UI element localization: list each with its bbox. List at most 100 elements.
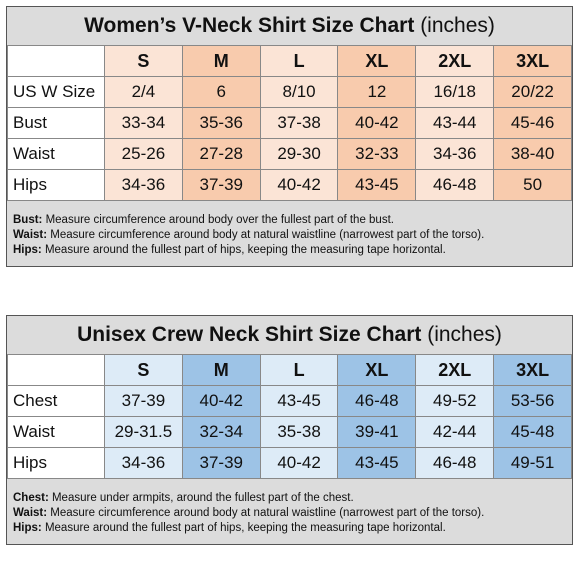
chart-title-main: Women’s V-Neck Shirt Size Chart [84,14,415,37]
row-label: Hips [7,447,105,479]
corner-cell [7,354,105,386]
note-line: Waist: Measure circumference around body… [13,506,566,521]
table-cell: 32-33 [337,138,417,170]
size-header: M [181,45,261,77]
table-row: US W Size 2/4 6 8/10 12 16/18 20/22 [7,76,572,108]
table-row: Hips 34-36 37-39 40-42 43-45 46-48 49-51 [7,447,572,479]
table-row: Hips 34-36 37-39 40-42 43-45 46-48 50 [7,169,572,201]
note-text: Measure circumference around body over t… [42,214,394,226]
table-cell: 35-36 [181,107,261,139]
table-cell: 2/4 [104,76,183,108]
table-cell: 37-39 [181,169,261,201]
table-cell: 34-36 [415,138,495,170]
table-cell: 33-34 [104,107,183,139]
unisex-size-chart: Unisex Crew Neck Shirt Size Chart (inche… [6,315,573,545]
table-cell: 40-42 [259,447,339,479]
note-term: Waist: [13,507,48,519]
size-header: M [181,354,261,386]
size-header-row: S M L XL 2XL 3XL [7,45,572,77]
size-header: 2XL [415,45,495,77]
table-cell: 29-30 [259,138,339,170]
table-cell: 37-38 [259,107,339,139]
row-label: Bust [7,107,105,139]
chart-title-unit: (inches) [421,323,502,346]
size-header: XL [337,45,417,77]
table-cell: 46-48 [415,169,495,201]
table-row: Chest 37-39 40-42 43-45 46-48 49-52 53-56 [7,385,572,417]
note-term: Hips: [13,522,42,534]
table-cell: 40-42 [181,385,261,417]
size-header: S [104,354,183,386]
table-cell: 20/22 [493,76,572,108]
table-cell: 35-38 [259,416,339,448]
table-row: Waist 29-31.5 32-34 35-38 39-41 42-44 45-48 [7,416,572,448]
table-cell: 40-42 [337,107,417,139]
measurement-notes: Bust: Measure circumference around body … [7,201,572,266]
table-cell: 29-31.5 [104,416,183,448]
note-text: Measure around the fullest part of hips,… [41,244,446,256]
table-cell: 34-36 [104,447,183,479]
size-table: S M L XL 2XL 3XL US W Size 2/4 6 8/10 12 16/18 20/22… [7,45,572,201]
measurement-notes: Chest: Measure under armpits, around the… [7,479,572,544]
row-label: Hips [7,169,105,201]
corner-cell [7,45,105,77]
table-cell: 6 [181,76,261,108]
table-cell: 53-56 [493,385,572,417]
table-row: Bust 33-34 35-36 37-38 40-42 43-44 45-46 [7,107,572,139]
table-cell: 8/10 [259,76,339,108]
table-cell: 46-48 [337,385,417,417]
note-text: Measure circumference around body at nat… [47,229,485,241]
chart-title-main: Unisex Crew Neck Shirt Size Chart [77,323,422,346]
table-cell: 38-40 [493,138,572,170]
size-header: L [259,45,339,77]
table-cell: 37-39 [181,447,261,479]
table-cell: 46-48 [415,447,495,479]
row-label: Waist [7,416,105,448]
row-label: Chest [7,385,105,417]
note-term: Chest: [13,492,49,504]
chart-title: Unisex Crew Neck Shirt Size Chart (inche… [7,316,572,354]
table-cell: 42-44 [415,416,495,448]
note-line: Waist: Measure circumference around body… [13,228,566,243]
chart-title-unit: (inches) [414,14,495,37]
table-cell: 49-51 [493,447,572,479]
table-cell: 12 [337,76,417,108]
table-row: Waist 25-26 27-28 29-30 32-33 34-36 38-40 [7,138,572,170]
womens-size-chart: Women’s V-Neck Shirt Size Chart (inches)… [6,6,573,267]
row-label: US W Size [7,76,105,108]
size-table: S M L XL 2XL 3XL Chest 37-39 40-42 43-45 46-48 49-5… [7,354,572,479]
chart-title: Women’s V-Neck Shirt Size Chart (inches) [7,7,572,45]
table-cell: 32-34 [181,416,261,448]
row-label: Waist [7,138,105,170]
note-term: Waist: [13,229,48,241]
size-header: 2XL [415,354,495,386]
table-cell: 34-36 [104,169,183,201]
table-cell: 37-39 [104,385,183,417]
note-line: Hips: Measure around the fullest part of… [13,521,566,536]
table-cell: 49-52 [415,385,495,417]
table-cell: 45-46 [493,107,572,139]
table-cell: 39-41 [337,416,417,448]
note-line: Chest: Measure under armpits, around the… [13,491,566,506]
table-cell: 25-26 [104,138,183,170]
size-header-row: S M L XL 2XL 3XL [7,354,572,386]
table-cell: 43-45 [337,169,417,201]
note-text: Measure under armpits, around the fulles… [48,492,354,504]
note-term: Bust: [13,214,43,226]
table-cell: 50 [493,169,572,201]
size-header: L [259,354,339,386]
size-header: 3XL [493,354,572,386]
size-header: 3XL [493,45,572,77]
table-cell: 16/18 [415,76,495,108]
note-line: Bust: Measure circumference around body … [13,213,566,228]
table-cell: 27-28 [181,138,261,170]
table-cell: 43-45 [259,385,339,417]
table-cell: 45-48 [493,416,572,448]
note-text: Measure circumference around body at nat… [47,507,485,519]
table-cell: 40-42 [259,169,339,201]
note-line: Hips: Measure around the fullest part of… [13,243,566,258]
size-header: S [104,45,183,77]
note-term: Hips: [13,244,42,256]
table-cell: 43-45 [337,447,417,479]
size-header: XL [337,354,417,386]
